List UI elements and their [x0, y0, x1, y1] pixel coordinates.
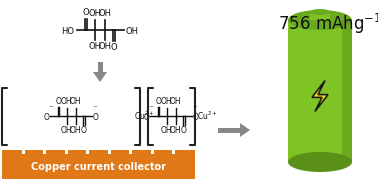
Text: O: O: [44, 112, 50, 122]
Text: ⁻: ⁻: [149, 104, 153, 113]
Text: OH: OH: [126, 26, 139, 35]
Text: O: O: [82, 8, 89, 17]
Wedge shape: [153, 150, 172, 159]
Bar: [22, 144, 25, 154]
Ellipse shape: [288, 10, 352, 30]
Text: O: O: [55, 97, 61, 106]
Polygon shape: [93, 72, 107, 82]
Text: OH: OH: [61, 97, 72, 106]
Bar: [218, 127, 240, 132]
Bar: [150, 144, 153, 154]
Text: OH: OH: [161, 97, 172, 106]
Wedge shape: [3, 150, 22, 159]
Bar: [288, 20, 352, 162]
Text: OH: OH: [170, 126, 181, 135]
Bar: [172, 144, 175, 154]
Polygon shape: [240, 123, 250, 137]
Text: ⁻: ⁻: [192, 104, 197, 113]
Text: OH: OH: [88, 42, 102, 51]
Ellipse shape: [310, 9, 330, 15]
Wedge shape: [25, 150, 43, 159]
Text: OH: OH: [70, 126, 81, 135]
Bar: [129, 144, 132, 154]
Bar: [43, 144, 46, 154]
Bar: [2, 150, 195, 179]
Bar: [342, 20, 352, 162]
Bar: [86, 144, 89, 154]
Wedge shape: [175, 150, 194, 159]
Wedge shape: [111, 150, 129, 159]
Text: OH: OH: [61, 126, 72, 135]
Text: HO: HO: [61, 26, 74, 35]
Text: O: O: [92, 112, 98, 122]
Wedge shape: [132, 150, 150, 159]
Wedge shape: [46, 150, 65, 159]
Text: OH: OH: [99, 42, 112, 51]
Text: ⁻: ⁻: [49, 104, 53, 113]
Text: O: O: [155, 97, 161, 106]
Text: O: O: [181, 126, 187, 135]
Text: OH: OH: [70, 97, 81, 106]
Text: ⁻: ⁻: [92, 104, 97, 113]
Text: Copper current collector: Copper current collector: [31, 161, 166, 171]
Bar: [65, 144, 68, 154]
Text: 756 mAhg$^{-1}$: 756 mAhg$^{-1}$: [278, 12, 378, 36]
Wedge shape: [68, 150, 86, 159]
Text: OH: OH: [99, 9, 112, 18]
Bar: [310, 12, 330, 20]
Text: Cu$^{2+}$: Cu$^{2+}$: [134, 110, 154, 122]
Text: O: O: [111, 43, 118, 52]
Text: O: O: [192, 112, 198, 122]
Bar: [108, 144, 111, 154]
Text: O: O: [81, 126, 87, 135]
Text: OH: OH: [161, 126, 172, 135]
Wedge shape: [89, 150, 108, 159]
Text: OH: OH: [170, 97, 181, 106]
Text: O: O: [144, 112, 150, 122]
Ellipse shape: [288, 152, 352, 172]
Text: OH: OH: [88, 9, 102, 18]
FancyBboxPatch shape: [98, 62, 102, 72]
Text: Cu$^{2+}$: Cu$^{2+}$: [197, 110, 217, 122]
Polygon shape: [312, 81, 328, 111]
